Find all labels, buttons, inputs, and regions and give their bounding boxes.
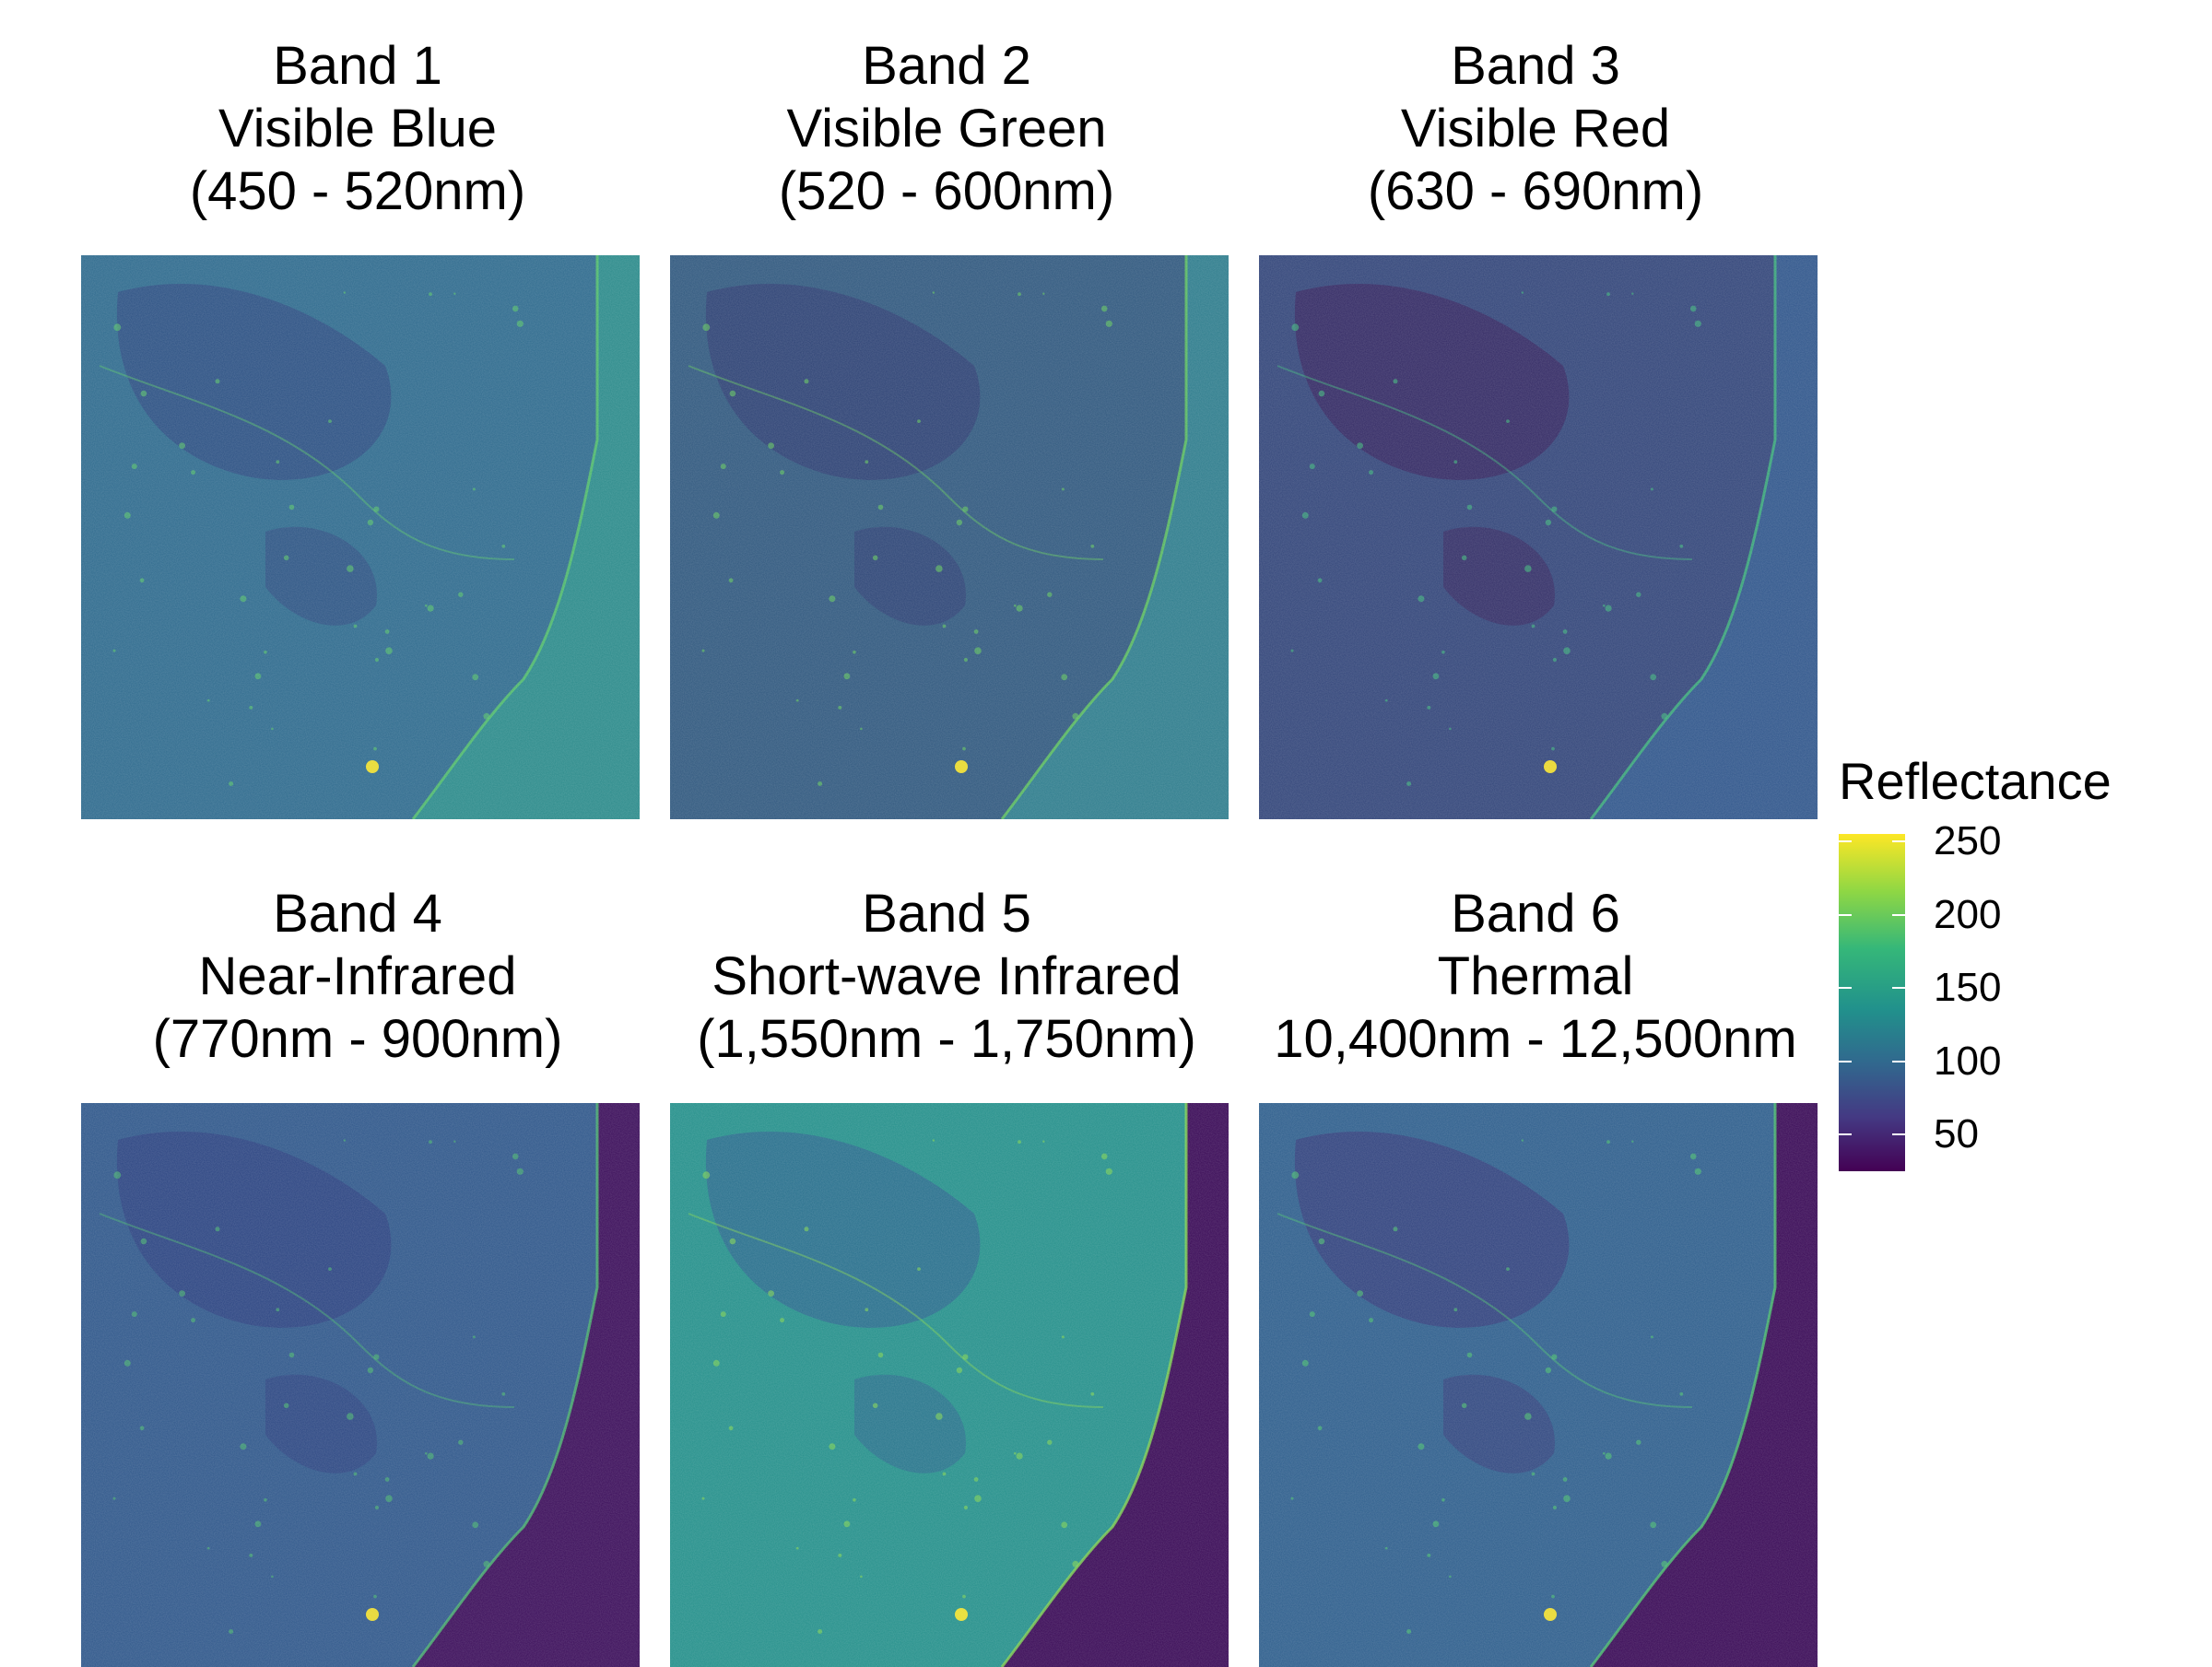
texture-overlay <box>670 255 1229 819</box>
band-2-image <box>670 255 1229 819</box>
panel-title-band-3: Band 3 Visible Red (630 - 690nm) <box>1241 35 1830 223</box>
panel-title-line: 10,400nm - 12,500nm <box>1274 1009 1797 1069</box>
panel-title-line: Band 1 <box>273 36 442 96</box>
panel-title-line: (520 - 600nm) <box>778 161 1115 221</box>
panel-title-band-5: Band 5 Short-wave Infrared (1,550nm - 1,… <box>652 883 1241 1071</box>
panel-title-band-1: Band 1 Visible Blue (450 - 520nm) <box>63 35 653 223</box>
panel-title-line: (630 - 690nm) <box>1367 161 1704 221</box>
colorbar-tick-label: 200 <box>1934 891 2002 937</box>
panel-title-band-2: Band 2 Visible Green (520 - 600nm) <box>652 35 1241 223</box>
panel-title-line: (1,550nm - 1,750nm) <box>697 1009 1196 1069</box>
panel-title-line: Visible Blue <box>218 99 497 158</box>
texture-overlay <box>1259 1103 1818 1667</box>
panel-title-line: Thermal <box>1437 946 1634 1006</box>
band-5-image <box>670 1103 1229 1667</box>
band-1-image <box>81 255 640 819</box>
colorbar-tick-label: 50 <box>1934 1111 1979 1157</box>
panel-title-line: Band 3 <box>1451 36 1620 96</box>
reflectance-colorbar <box>1839 834 1905 1171</box>
panel-title-line: Band 2 <box>862 36 1031 96</box>
legend-title: Reflectance <box>1839 752 2112 810</box>
panel-title-line: Band 4 <box>273 884 442 944</box>
colorbar-tick-label: 100 <box>1934 1038 2002 1084</box>
colorbar-tick-label: 150 <box>1934 965 2002 1011</box>
panel-title-line: Band 6 <box>1451 884 1620 944</box>
panel-title-band-4: Band 4 Near-Infrared (770nm - 900nm) <box>63 883 653 1071</box>
band-3-image <box>1259 255 1818 819</box>
texture-overlay <box>670 1103 1229 1667</box>
panel-title-band-6: Band 6 Thermal 10,400nm - 12,500nm <box>1241 883 1830 1071</box>
colorbar-tick-label: 250 <box>1934 817 2002 863</box>
panel-title-line: Visible Red <box>1400 99 1671 158</box>
texture-overlay <box>1259 255 1818 819</box>
band-4-image <box>81 1103 640 1667</box>
panel-title-line: Near-Infrared <box>198 946 517 1006</box>
panel-title-line: (450 - 520nm) <box>189 161 526 221</box>
band-6-image <box>1259 1103 1818 1667</box>
texture-overlay <box>81 255 640 819</box>
panel-title-line: Band 5 <box>862 884 1031 944</box>
texture-overlay <box>81 1103 640 1667</box>
panel-title-line: Visible Green <box>786 99 1107 158</box>
panel-title-line: Short-wave Infrared <box>712 946 1182 1006</box>
panel-title-line: (770nm - 900nm) <box>152 1009 563 1069</box>
